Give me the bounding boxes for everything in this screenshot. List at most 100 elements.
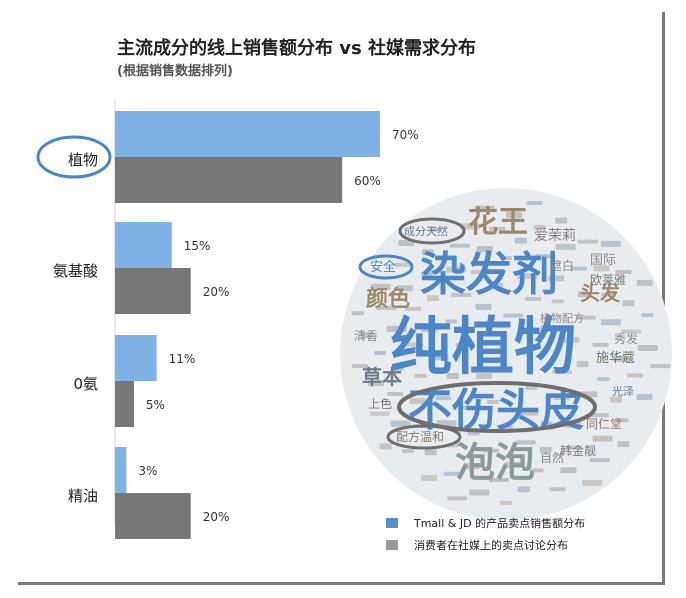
word-cloud-word: 植物配方 — [540, 311, 584, 325]
word-cloud-texture-mark — [610, 396, 623, 403]
word-cloud-texture-mark — [566, 445, 583, 450]
word-cloud-texture-mark — [517, 272, 538, 279]
word-cloud-texture-mark — [504, 461, 525, 468]
word-cloud-texture-mark — [373, 351, 386, 355]
word-cloud-word: 成分天然 — [404, 224, 448, 238]
word-cloud-texture-mark — [475, 303, 492, 310]
word-cloud-texture-mark — [447, 496, 468, 501]
word-cloud-texture-mark — [387, 392, 404, 397]
word-cloud-texture-mark — [612, 355, 629, 362]
word-cloud-texture-mark — [424, 449, 437, 456]
legend-label: Tmall & JD 的产品卖点销售额分布 — [413, 516, 585, 530]
word-cloud-texture-mark — [461, 405, 482, 410]
word-cloud-texture-mark — [476, 246, 493, 253]
bar-sales-3 — [115, 447, 127, 493]
word-cloud-texture-mark — [553, 395, 570, 400]
word-cloud-texture-mark — [435, 396, 452, 401]
word-cloud-texture-mark — [597, 377, 610, 382]
word-cloud-texture-mark — [600, 240, 621, 247]
value-label: 3% — [138, 464, 157, 478]
word-cloud-word: 光泽 — [612, 384, 634, 398]
word-cloud-texture-mark — [390, 420, 411, 427]
word-cloud-texture-mark — [577, 291, 590, 298]
word-cloud-texture-mark — [517, 486, 530, 493]
word-cloud-texture-mark — [421, 326, 438, 333]
word-cloud-texture-mark — [491, 283, 504, 290]
highlight-ellipse-mild — [386, 424, 462, 450]
value-label: 60% — [354, 174, 381, 188]
word-cloud-word: 国际 — [590, 253, 616, 268]
word-cloud-word: 欧莱雅 — [590, 272, 626, 287]
word-cloud-texture-mark — [582, 479, 603, 486]
word-cloud-texture-mark — [405, 306, 422, 311]
word-cloud-texture-mark — [636, 279, 653, 286]
word-cloud-texture-mark — [617, 441, 630, 448]
word-cloud-texture-mark — [525, 297, 542, 302]
word-cloud-texture-mark — [376, 305, 397, 310]
word-cloud-texture-mark — [636, 394, 653, 401]
word-cloud-texture-mark — [486, 399, 499, 404]
highlight-ellipse-category — [36, 135, 112, 179]
word-cloud-word: 爱茉莉 — [534, 227, 576, 244]
word-cloud-texture-mark — [506, 211, 523, 218]
word-cloud-texture-mark — [588, 413, 609, 418]
word-cloud-texture-mark — [540, 421, 553, 426]
value-label: 20% — [203, 285, 230, 299]
word-cloud-texture-mark — [535, 254, 556, 259]
word-cloud-texture-mark — [391, 365, 404, 372]
value-label: 15% — [184, 239, 211, 253]
word-cloud-texture-mark — [451, 292, 472, 297]
chart-title: 主流成分的线上销售额分布 vs 社媒需求分布 — [117, 38, 476, 59]
word-cloud-word: 纯植物 — [390, 310, 576, 383]
legend-swatch — [386, 518, 398, 528]
word-cloud-texture-mark — [500, 500, 512, 505]
word-cloud-texture-mark — [539, 446, 552, 453]
word-cloud-texture-mark — [650, 364, 671, 369]
category-label: 氨基酸 — [53, 262, 98, 280]
word-cloud-texture-mark — [592, 435, 613, 442]
word-cloud-word: 草本 — [362, 365, 402, 389]
word-cloud-texture-mark — [526, 201, 543, 206]
word-cloud-texture-mark — [394, 262, 411, 267]
word-cloud-texture-mark — [549, 487, 566, 492]
word-cloud-texture-mark — [482, 448, 499, 453]
word-cloud-word: 遮白 — [550, 258, 574, 273]
word-cloud-texture-mark — [367, 380, 384, 387]
word-cloud-disc — [340, 188, 672, 520]
figure-frame — [18, 12, 665, 585]
bar-social-0 — [115, 157, 343, 203]
category-label: 精油 — [68, 487, 98, 505]
highlight-ellipse-scalp — [397, 381, 597, 433]
bar-social-1 — [115, 268, 191, 314]
word-cloud-texture-mark — [420, 271, 433, 276]
word-cloud-texture-mark — [398, 240, 415, 247]
word-cloud-texture-mark — [488, 478, 509, 483]
word-cloud-word: 头发 — [580, 281, 621, 305]
value-labels: 70% 60% 15% 20% 11% 5% 3% 20% — [138, 128, 418, 524]
word-cloud-texture-mark — [421, 474, 438, 481]
word-cloud-texture-mark — [455, 343, 472, 348]
word-cloud-texture-mark — [436, 420, 457, 427]
word-cloud-texture-mark — [593, 265, 610, 272]
value-label: 5% — [146, 398, 165, 412]
word-cloud-texture-mark — [459, 223, 480, 230]
word-cloud-word: 花王 — [468, 205, 528, 240]
word-cloud-texture-mark — [443, 471, 460, 476]
word-cloud-texture-mark — [421, 249, 434, 256]
legend-label: 消费者在社媒上的卖点讨论分布 — [414, 538, 568, 552]
word-cloud-texture-mark — [641, 313, 654, 318]
word-cloud-word: 施华蔻 — [596, 351, 635, 366]
word-cloud-word: 颜色 — [366, 286, 410, 312]
word-cloud-texture-mark — [622, 300, 635, 307]
bar-sales-2 — [115, 335, 157, 381]
bar-sales-1 — [115, 222, 172, 268]
word-cloud-texture-mark — [386, 325, 407, 332]
word-cloud-texture-mark — [428, 227, 441, 232]
word-cloud-texture-mark — [518, 409, 539, 416]
category-label: 植物 — [68, 151, 98, 169]
word-cloud-word: 韩金靓 — [560, 443, 596, 458]
word-cloud-texture-mark — [555, 217, 568, 224]
